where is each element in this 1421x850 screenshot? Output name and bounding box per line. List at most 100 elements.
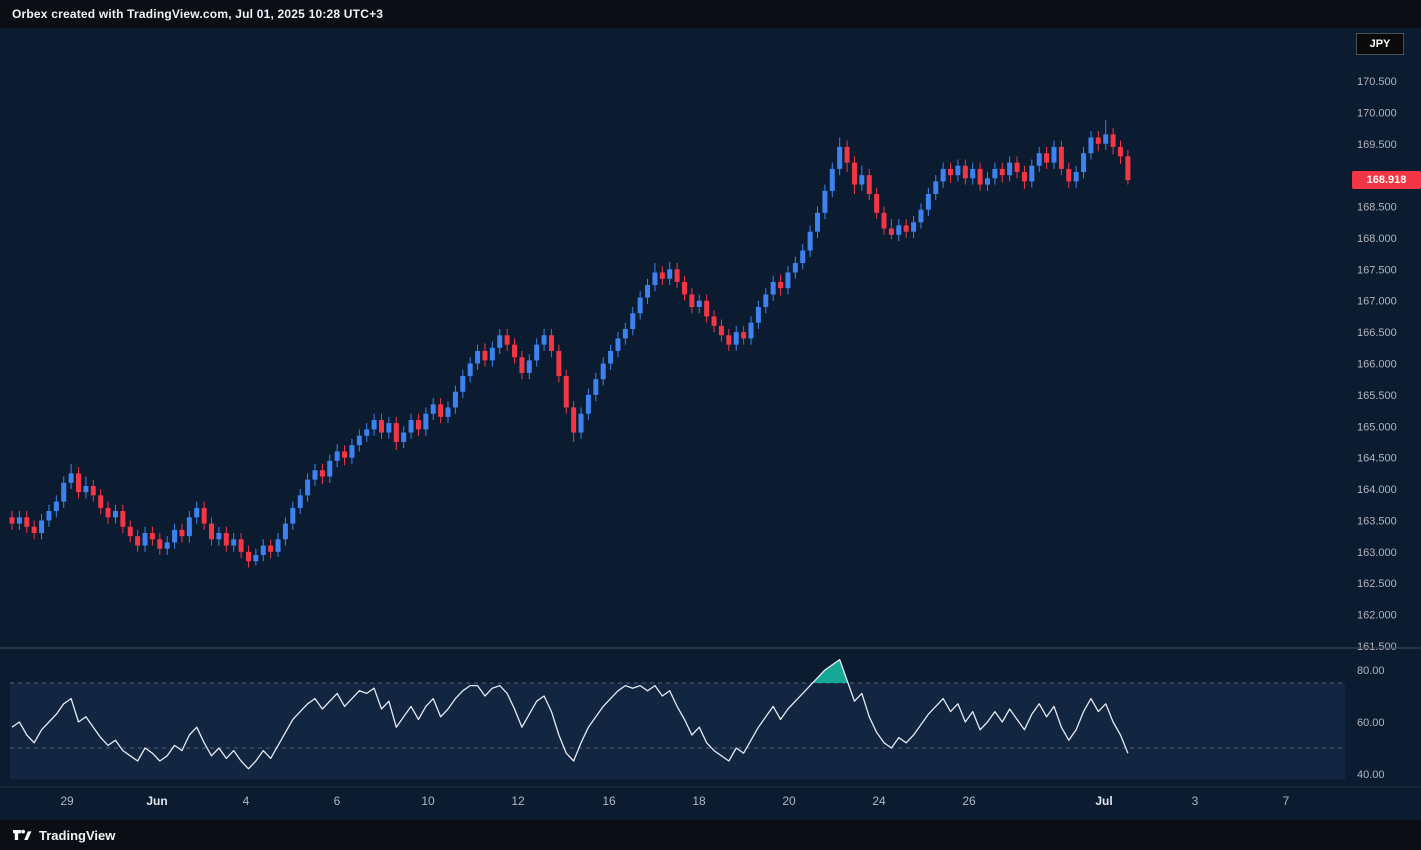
time-tick-label: 10 [421, 794, 435, 808]
candle-body [1051, 146, 1057, 163]
candle-body [1066, 168, 1072, 182]
candle-body [312, 470, 318, 480]
time-tick-label: 20 [782, 794, 796, 808]
price-tick-label: 163.000 [1357, 547, 1397, 559]
candle-body [452, 391, 458, 408]
candle-body [386, 423, 392, 433]
candle-body [356, 435, 362, 446]
candle-body [1044, 153, 1050, 163]
candle-body [423, 413, 429, 430]
candle-body [120, 511, 126, 527]
price-tick-label: 164.500 [1357, 453, 1397, 465]
candle-body [342, 451, 348, 458]
time-axis[interactable] [0, 787, 1421, 820]
candle-body [681, 281, 687, 295]
candle-body [319, 470, 325, 477]
time-tick-label: 18 [692, 794, 706, 808]
candle-body [90, 485, 96, 496]
candle-body [142, 533, 148, 546]
candle-body [1014, 162, 1020, 173]
symbol-currency-badge[interactable]: JPY [1356, 33, 1404, 55]
candle-body [201, 507, 207, 524]
time-tick-label: 24 [872, 794, 886, 808]
candle-body [438, 404, 444, 417]
candle-body [948, 168, 954, 176]
candle-body [371, 420, 377, 430]
watermark-bar: Orbex created with TradingView.com, Jul … [0, 0, 1421, 28]
candle-body [667, 269, 673, 279]
price-axis[interactable] [1350, 28, 1421, 787]
candle-body [379, 420, 384, 433]
candle-body [231, 539, 237, 546]
candle-body [467, 363, 473, 377]
last-price-label: 168.918 [1352, 171, 1421, 189]
time-tick-label: 29 [60, 794, 74, 808]
time-tick-label: Jun [146, 794, 167, 808]
price-tick-label: 162.000 [1357, 610, 1397, 622]
candle-body [718, 325, 724, 336]
candle-body [829, 168, 835, 191]
price-tick-label: 165.000 [1357, 421, 1397, 433]
candle-body [866, 175, 872, 195]
footer-bar: TradingView [0, 820, 1421, 850]
rsi-line [11, 658, 1129, 770]
candle-body [704, 300, 710, 317]
time-tick-label: Jul [1095, 794, 1112, 808]
candle-body [925, 194, 931, 210]
candle-body [16, 517, 22, 524]
candle-body [593, 379, 599, 395]
candle-body [770, 281, 776, 295]
candle-body [630, 313, 636, 329]
candle-body [534, 344, 540, 361]
candle-body [844, 146, 850, 163]
candle-body [290, 507, 296, 524]
candle-body [659, 272, 665, 279]
candle-body [1081, 153, 1087, 173]
candle-body [216, 533, 222, 540]
candle-body [563, 376, 569, 408]
time-tick-label: 16 [602, 794, 616, 808]
candle-body [970, 168, 976, 179]
price-tick-label: 168.500 [1357, 202, 1397, 214]
candle-body [652, 272, 658, 286]
candle-body [327, 460, 333, 477]
candle-body [268, 545, 274, 552]
candle-body [1021, 172, 1027, 182]
candle-body [933, 181, 939, 195]
candle-body [305, 479, 311, 496]
chart-area[interactable]: 170.500170.000169.500169.000168.500168.0… [0, 28, 1421, 820]
time-tick-label: 4 [243, 794, 250, 808]
rsi-band-fill [10, 683, 1345, 780]
price-tick-label: 166.000 [1357, 359, 1397, 371]
candle-body [179, 529, 185, 537]
candle-body [186, 517, 192, 537]
time-tick-label: 26 [962, 794, 976, 808]
candle-body [711, 316, 717, 326]
price-chart-canvas[interactable]: 170.500170.000169.500169.000168.500168.0… [0, 28, 1421, 820]
candle-body [748, 322, 754, 339]
price-tick-label: 166.500 [1357, 327, 1397, 339]
candle-body [1029, 165, 1035, 182]
candle-body [785, 272, 791, 289]
candle-body [1125, 156, 1131, 181]
candle-body [815, 212, 821, 232]
candle-body [526, 360, 532, 373]
candle-body [741, 332, 747, 339]
candle-body [46, 511, 52, 521]
time-tick-label: 3 [1192, 794, 1199, 808]
price-tick-label: 170.000 [1357, 107, 1397, 119]
candle-body [135, 536, 141, 546]
candle-body [245, 551, 251, 562]
tradingview-logo-text[interactable]: TradingView [39, 827, 116, 843]
candle-body [445, 407, 451, 417]
candle-body [31, 526, 37, 534]
tradingview-logo-icon[interactable] [12, 826, 32, 844]
candle-body [911, 222, 917, 232]
candle-body [364, 429, 370, 436]
candle-body [851, 162, 857, 185]
price-tick-label: 168.000 [1357, 233, 1397, 245]
candle-body [127, 526, 133, 537]
candle-body [76, 473, 82, 493]
candle-body [1110, 134, 1116, 147]
candle-body [297, 495, 303, 508]
